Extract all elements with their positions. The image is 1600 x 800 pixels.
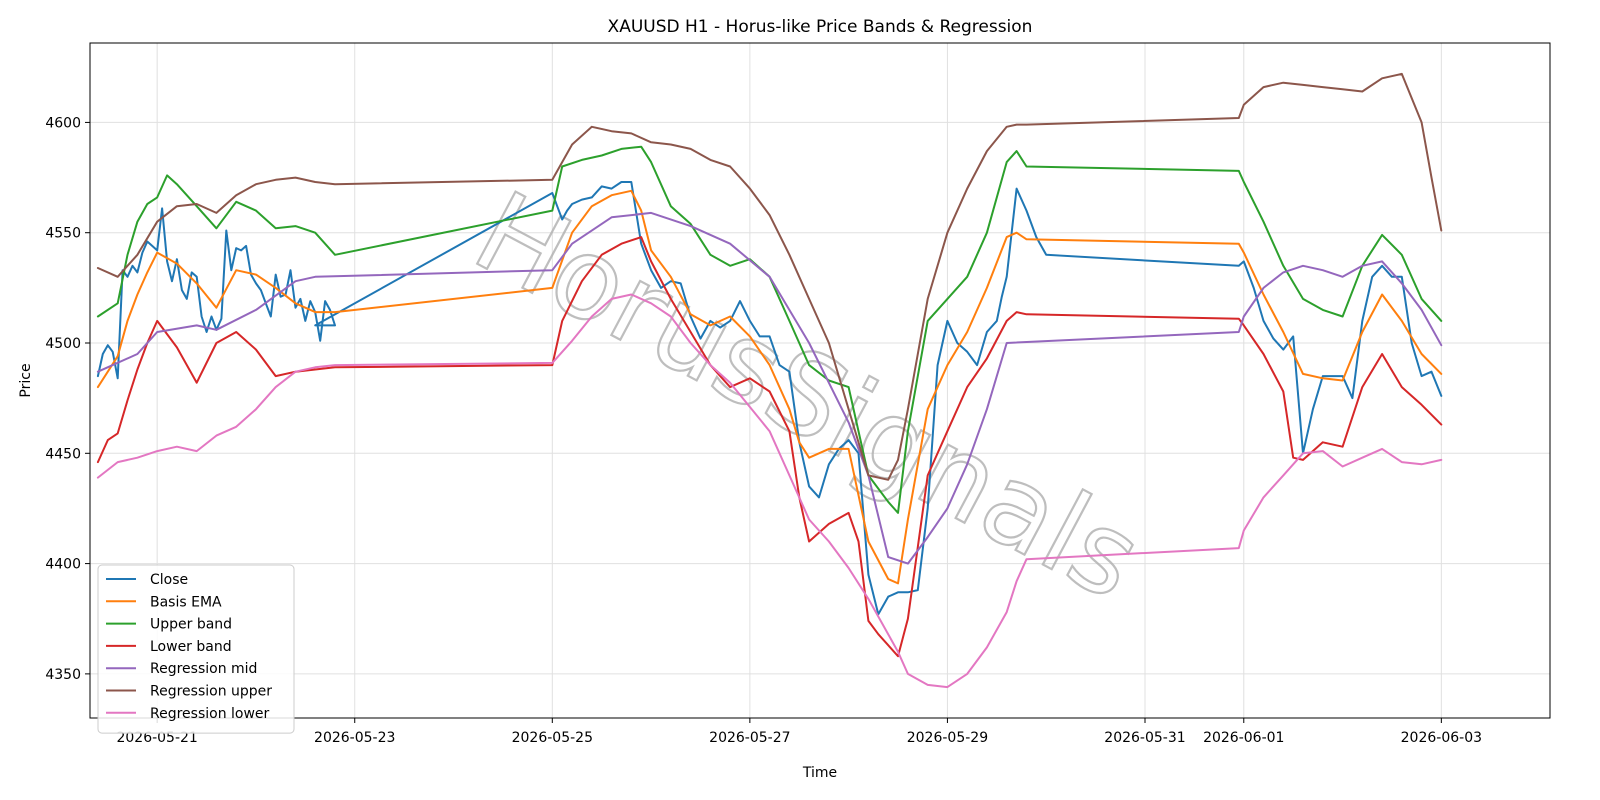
y-tick-label: 4450: [45, 446, 81, 462]
chart-title: XAUUSD H1 - Horus-like Price Bands & Reg…: [608, 17, 1033, 37]
y-tick-label: 4500: [45, 336, 81, 352]
plot-frame: [89, 42, 1551, 719]
legend-label-close: Close: [150, 572, 188, 588]
legend-label-basis-ema: Basis EMA: [150, 594, 222, 610]
series-line-regression-lower: [96, 293, 1443, 689]
legend-label-regression-lower: Regression lower: [150, 706, 270, 722]
legend-label-regression-mid: Regression mid: [150, 661, 257, 677]
x-tick-label: 2026-05-31: [1104, 730, 1185, 746]
legend-label-regression-upper: Regression upper: [150, 684, 272, 700]
series-line-basis-ema: [96, 189, 1443, 585]
x-tick-label: 2026-05-29: [907, 730, 988, 746]
y-axis-ticks: 4350 4400 4450 4500 4550 4600: [45, 115, 90, 683]
legend-label-lower-band: Lower band: [150, 639, 232, 655]
y-axis-title: Price: [18, 363, 34, 397]
y-tick-label: 4350: [45, 667, 81, 683]
series-lines: [96, 72, 1443, 689]
y-tick-label: 4550: [45, 226, 81, 242]
legend-label-upper-band: Upper band: [150, 617, 232, 633]
legend-box: [97, 564, 295, 734]
x-tick-label: 2026-05-21: [116, 730, 197, 746]
y-tick-label: 4600: [45, 115, 81, 131]
x-axis-ticks: 2026-05-21 2026-05-23 2026-05-25 2026-05-27…: [116, 718, 1482, 746]
x-tick-label: 2026-06-01: [1203, 730, 1284, 746]
series-line-lower-band: [96, 236, 1443, 658]
series-line-close: [96, 181, 1443, 616]
x-tick-label: 2026-05-23: [314, 730, 395, 746]
x-tick-label: 2026-05-27: [709, 730, 790, 746]
x-tick-label: 2026-06-03: [1401, 730, 1482, 746]
x-tick-label: 2026-05-25: [512, 730, 593, 746]
legend: Close Basis EMA Upper band Lower band Regres…: [97, 564, 295, 734]
x-axis-title: Time: [802, 765, 837, 781]
series-line-regression-mid: [96, 211, 1443, 565]
series-line-regression-upper: [96, 72, 1443, 481]
y-tick-label: 4400: [45, 557, 81, 573]
